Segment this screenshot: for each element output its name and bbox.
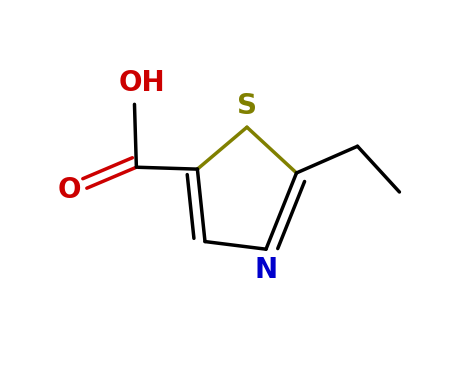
Text: O: O [58, 176, 81, 204]
Text: OH: OH [119, 70, 165, 98]
Text: N: N [254, 256, 277, 284]
Text: S: S [237, 92, 257, 120]
